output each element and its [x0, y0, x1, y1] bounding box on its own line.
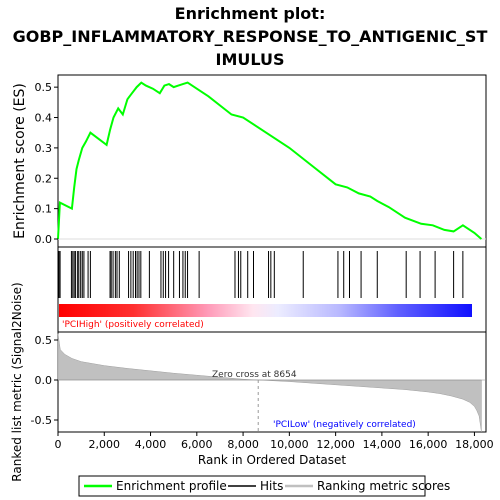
x-tick-label: 6,000: [181, 438, 213, 451]
hits-panel-frame: [57, 246, 487, 333]
chart-title: Enrichment plot: GOBP_INFLAMMATORY_RESPO…: [13, 4, 488, 69]
legend-label-hits: Hits: [260, 479, 283, 493]
x-tick-label: 14,000: [363, 438, 402, 451]
legend-label-metric: Ranking metric scores: [317, 479, 450, 493]
low-label: 'PCILow' (negatively correlated): [273, 420, 416, 430]
es-y-tick-label: 0.5: [35, 81, 53, 94]
x-tick-label: 16,000: [409, 438, 448, 451]
legend-label-enrichment: Enrichment profile: [116, 479, 227, 493]
hits-group: [58, 251, 464, 298]
x-tick-label: 10,000: [270, 438, 309, 451]
x-axis: 0 2,000 4,000 6,000 8,000 10,000 12,000 14,000 1…: [55, 432, 494, 451]
x-tick-label: 18,000: [455, 438, 494, 451]
es-y-tick-label: 0.1: [35, 203, 53, 216]
legend: Enrichment profile Hits Ranking metric s…: [78, 475, 450, 497]
es-panel-frame: [57, 74, 487, 248]
enrichment-profile-line: [57, 81, 483, 240]
x-tick-label: 8,000: [227, 438, 259, 451]
x-tick-label: 4,000: [135, 438, 167, 451]
es-y-tick-label: 0.0: [35, 233, 53, 246]
x-tick-label: 0: [55, 438, 62, 451]
es-y-axis-label: Enrichment score (ES): [12, 83, 28, 239]
x-axis-label: Rank in Ordered Dataset: [198, 453, 346, 467]
metric-y-axis: -0.5 0.0 0.5: [31, 334, 58, 427]
x-tick-label: 2,000: [89, 438, 121, 451]
es-y-tick-label: 0.4: [35, 112, 53, 125]
metric-y-tick-label: -0.5: [31, 414, 52, 427]
x-tick-label: 12,000: [316, 438, 355, 451]
metric-y-tick-label: 0.0: [35, 374, 53, 387]
title-line-1: Enrichment plot:: [175, 4, 326, 23]
high-label: 'PCIHigh' (positively correlated): [62, 320, 204, 330]
metric-y-axis-label: Ranked list metric (Signal2Noise): [10, 282, 24, 481]
title-line-3: IMULUS: [215, 50, 284, 69]
metric-y-tick-label: 0.5: [35, 334, 53, 347]
title-line-2: GOBP_INFLAMMATORY_RESPONSE_TO_ANTIGENIC_…: [13, 27, 488, 46]
es-y-axis: 0.0 0.1 0.2 0.3 0.4 0.5: [35, 81, 58, 246]
rank-gradient-bar: [59, 304, 472, 317]
zero-cross-label: Zero cross at 8654: [212, 370, 297, 380]
ranking-metric-area: [57, 333, 482, 433]
es-y-tick-label: 0.2: [35, 172, 53, 185]
es-y-tick-label: 0.3: [35, 142, 53, 155]
